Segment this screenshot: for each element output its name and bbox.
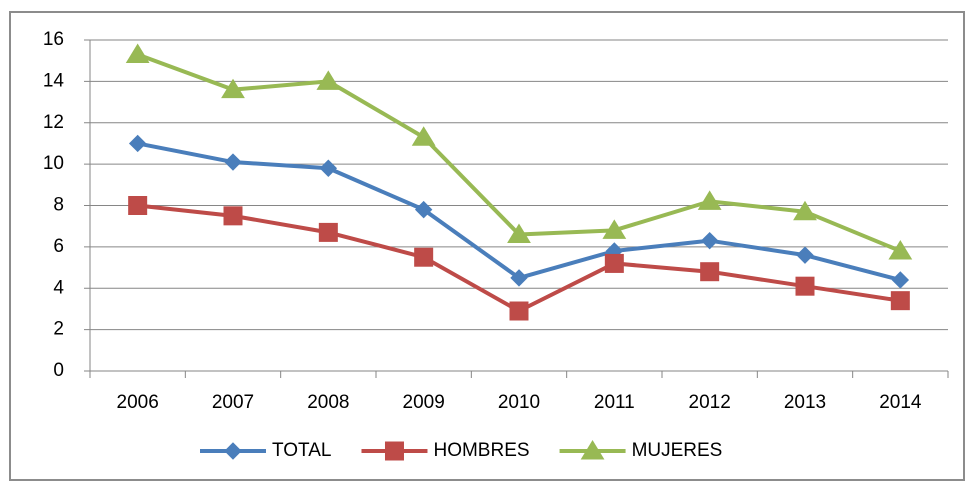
- x-tick-label: 2009: [403, 392, 445, 413]
- x-tick-label: 2013: [784, 392, 826, 413]
- x-tick-label: 2011: [594, 392, 635, 413]
- marker: [223, 206, 243, 226]
- x-tick-label: 2010: [498, 392, 540, 413]
- marker: [414, 247, 434, 267]
- x-tick-label: 2014: [879, 392, 922, 413]
- x-tick-label: 2006: [117, 392, 159, 413]
- y-tick-label: 14: [43, 70, 65, 91]
- marker: [795, 276, 815, 296]
- marker: [224, 153, 242, 171]
- marker: [890, 291, 910, 311]
- marker: [510, 269, 528, 287]
- x-tick-label: 2008: [307, 392, 349, 413]
- marker: [316, 70, 341, 90]
- marker: [125, 43, 150, 63]
- y-tick-label: 8: [53, 195, 64, 216]
- marker: [796, 246, 814, 264]
- y-tick-label: 2: [53, 319, 64, 340]
- marker: [128, 134, 147, 153]
- marker: [604, 253, 624, 273]
- legend-label: TOTAL: [272, 440, 331, 461]
- marker: [700, 262, 720, 282]
- marker: [793, 200, 817, 221]
- y-tick-label: 16: [43, 29, 64, 50]
- marker: [411, 126, 436, 146]
- marker: [602, 219, 627, 239]
- x-tick-label: 2012: [689, 392, 731, 413]
- x-tick-label: 2007: [212, 392, 254, 413]
- marker: [509, 301, 529, 321]
- marker: [318, 222, 338, 242]
- marker: [128, 196, 148, 215]
- y-tick-label: 12: [43, 112, 64, 133]
- marker: [384, 441, 404, 461]
- marker: [580, 440, 605, 460]
- marker: [700, 231, 719, 250]
- marker: [891, 271, 910, 289]
- y-tick-label: 4: [53, 277, 64, 298]
- y-tick-label: 6: [53, 236, 64, 257]
- marker: [224, 442, 242, 460]
- y-tick-label: 10: [43, 153, 64, 174]
- marker: [507, 223, 531, 243]
- marker: [319, 159, 338, 177]
- y-tick-label: 0: [53, 360, 64, 381]
- chart-frame: [9, 11, 965, 481]
- legend-label: HOMBRES: [433, 440, 529, 461]
- legend-label: MUJERES: [632, 440, 723, 461]
- marker: [414, 200, 433, 219]
- marker: [697, 190, 722, 210]
- marker: [221, 78, 245, 99]
- marker: [888, 240, 913, 260]
